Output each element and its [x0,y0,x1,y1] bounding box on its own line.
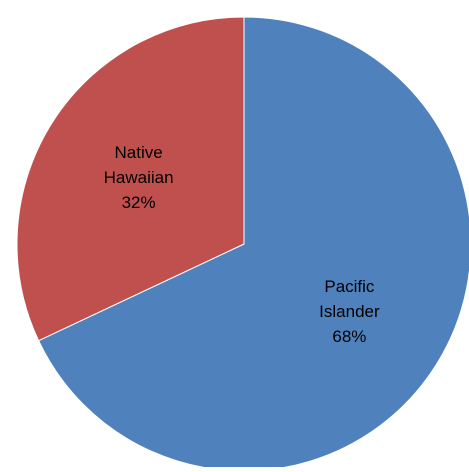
pie-labels: Pacific Islander 68% Native Hawaiian 32% [104,143,380,346]
slice-category-label: Pacific [324,277,375,296]
slice-label-native-hawaiian: Native Hawaiian 32% [104,143,174,212]
slice-percent-label: 32% [122,193,156,212]
slice-category-label: Native [115,143,163,162]
pie-slice-native-hawaiian [16,16,245,342]
slice-label-pacific-islander: Pacific Islander 68% [319,277,380,346]
pie-slices [16,16,469,472]
pie-slice-pacific-islander [37,16,469,472]
slice-category-label: Islander [319,302,380,321]
slice-percent-label: 68% [332,327,366,346]
slice-category-label: Hawaiian [104,168,174,187]
